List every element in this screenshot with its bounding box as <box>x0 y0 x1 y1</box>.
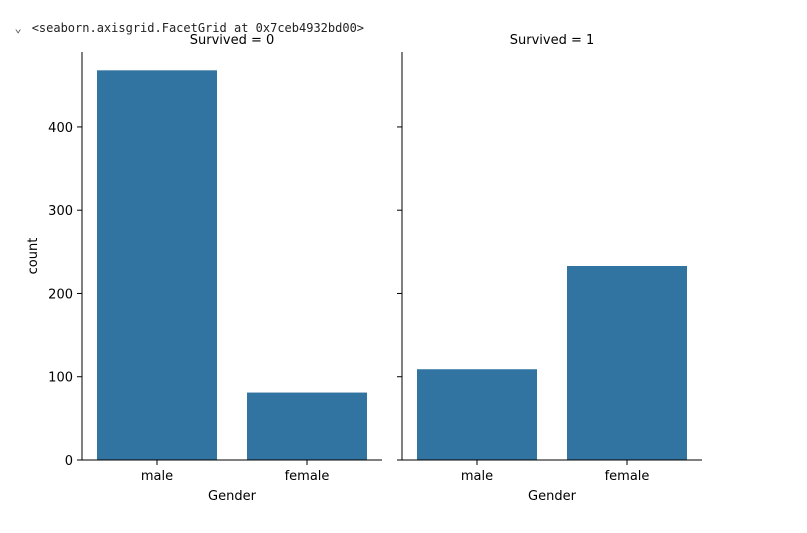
x-tick-label: male <box>461 469 493 484</box>
bars-group <box>417 265 687 460</box>
x-tick-label: female <box>285 469 330 484</box>
facet-panel-survived-0: Survived = 0 count Gender 0100200300400 … <box>26 33 382 504</box>
y-ticks: 0 100 200 300 400 <box>48 121 82 469</box>
y-tick-label: 200 <box>48 287 73 302</box>
bar-male <box>97 70 217 461</box>
y-axis-label: count <box>26 238 41 275</box>
panel-title: Survived = 1 <box>510 33 595 48</box>
cell-output: ⌄ <seaborn.axisgrid.FacetGrid at 0x7ceb49… <box>0 7 364 35</box>
y-tick-label: 300 <box>48 204 73 219</box>
x-tick-label: female <box>605 469 650 484</box>
bar-female <box>247 392 367 460</box>
facetgrid-repr: <seaborn.axisgrid.FacetGrid at 0x7ceb493… <box>31 21 365 35</box>
y-tick-label: 100 <box>48 371 73 386</box>
bar-female <box>567 265 687 460</box>
x-axis-label: Gender <box>208 489 257 504</box>
x-axis-label: Gender <box>528 489 577 504</box>
collapse-output-icon[interactable]: ⌄ <box>14 21 22 35</box>
x-tick-label: male <box>141 469 173 484</box>
y-tick-label: 400 <box>48 121 73 136</box>
panel-title: Survived = 0 <box>190 33 275 48</box>
bar-male <box>417 369 537 460</box>
x-ticks: male female <box>461 460 650 484</box>
y-ticks <box>397 126 402 461</box>
facet-panel-survived-1: Survived = 1 Gender male female <box>397 33 702 504</box>
y-tick-label: 0 <box>65 454 73 469</box>
bars-group <box>97 70 367 461</box>
x-ticks: male female <box>141 460 330 484</box>
